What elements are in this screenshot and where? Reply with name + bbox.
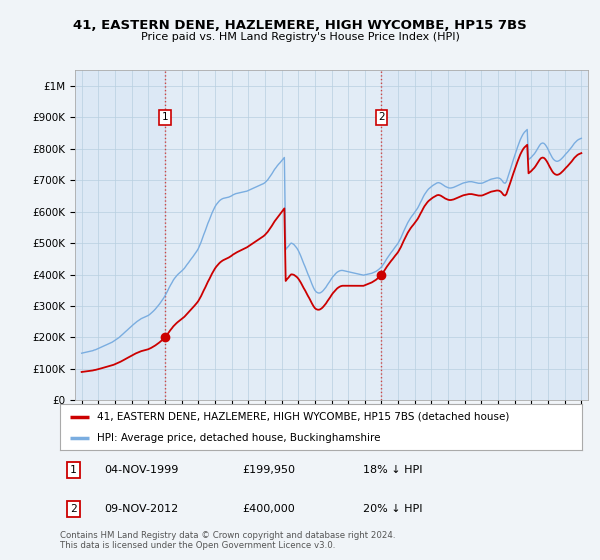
- Text: Price paid vs. HM Land Registry's House Price Index (HPI): Price paid vs. HM Land Registry's House …: [140, 32, 460, 43]
- Text: 09-NOV-2012: 09-NOV-2012: [104, 503, 179, 514]
- Text: 2: 2: [378, 112, 385, 122]
- Text: Contains HM Land Registry data © Crown copyright and database right 2024.
This d: Contains HM Land Registry data © Crown c…: [60, 531, 395, 550]
- Text: HPI: Average price, detached house, Buckinghamshire: HPI: Average price, detached house, Buck…: [97, 433, 380, 443]
- Text: £400,000: £400,000: [242, 503, 295, 514]
- Text: 41, EASTERN DENE, HAZLEMERE, HIGH WYCOMBE, HP15 7BS: 41, EASTERN DENE, HAZLEMERE, HIGH WYCOMB…: [73, 19, 527, 32]
- Text: 41, EASTERN DENE, HAZLEMERE, HIGH WYCOMBE, HP15 7BS (detached house): 41, EASTERN DENE, HAZLEMERE, HIGH WYCOMB…: [97, 412, 509, 422]
- Text: 18% ↓ HPI: 18% ↓ HPI: [363, 465, 422, 475]
- Bar: [165, 70, 382, 400]
- Text: 1: 1: [70, 465, 76, 475]
- Text: 04-NOV-1999: 04-NOV-1999: [104, 465, 179, 475]
- Text: 20% ↓ HPI: 20% ↓ HPI: [363, 503, 422, 514]
- Text: 2: 2: [70, 503, 76, 514]
- Text: 1: 1: [161, 112, 168, 122]
- Text: £199,950: £199,950: [242, 465, 296, 475]
